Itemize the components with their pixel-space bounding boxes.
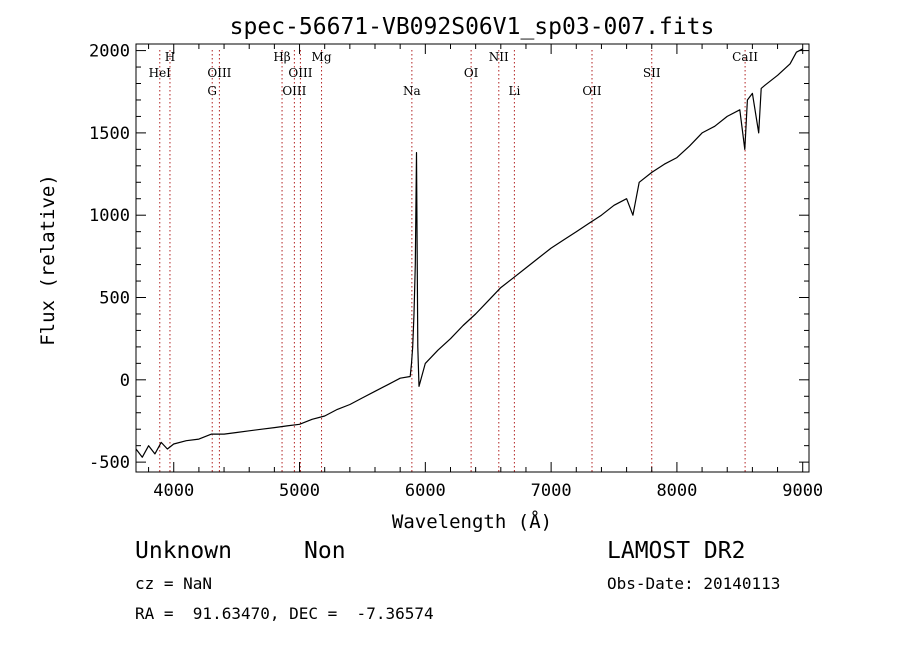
line-label-5: OIII xyxy=(288,66,312,80)
x-tick-label-0: 4000 xyxy=(153,481,194,501)
x-tick-label-1: 5000 xyxy=(279,481,320,501)
line-label-0: H xyxy=(165,50,175,64)
x-tick-label-5: 9000 xyxy=(782,481,823,501)
line-label-7: Mg xyxy=(312,50,332,64)
y-tick-label-5: 2000 xyxy=(89,42,130,62)
line-label-4: Hβ xyxy=(273,50,290,64)
y-tick-label-3: 1000 xyxy=(89,206,130,226)
x-tick-label-2: 6000 xyxy=(405,481,446,501)
line-label-2: OIII xyxy=(207,66,231,80)
y-tick-label-1: 0 xyxy=(120,371,130,391)
plot-frame xyxy=(135,43,810,473)
spectrum-chart: spec-56671-VB092S06V1_sp03-007.fits H HeI… xyxy=(37,14,823,533)
line-label-11: Li xyxy=(508,84,520,98)
y-tick-label-0: -500 xyxy=(89,453,130,473)
y-axis-label: Flux (relative) xyxy=(37,174,59,346)
y-tick-label-2: 500 xyxy=(99,289,130,309)
redshift-cz: cz = NaN xyxy=(135,574,213,593)
chart-title: spec-56671-VB092S06V1_sp03-007.fits xyxy=(230,14,715,40)
line-label-9: OI xyxy=(464,66,479,80)
ra-dec-coordinates: RA = 91.63470, DEC = -7.36574 xyxy=(135,604,434,623)
axis-ticks: 4000 5000 6000 7000 8000 9000 -500 0 500 1000 1500… xyxy=(89,42,823,501)
line-label-1: HeI xyxy=(149,66,172,80)
x-axis-label: Wavelength (Å) xyxy=(392,510,552,533)
line-label-10: NII xyxy=(489,50,509,64)
x-tick-label-3: 7000 xyxy=(531,481,572,501)
line-label-3: G xyxy=(207,84,217,98)
y-tick-label-4: 1500 xyxy=(89,124,130,144)
line-label-14: CaII xyxy=(732,50,758,64)
spectral-class: Unknown xyxy=(135,538,232,564)
line-label-6: OIII xyxy=(282,84,306,98)
line-label-13: SII xyxy=(643,66,661,80)
survey-name: LAMOST DR2 xyxy=(607,538,746,564)
line-label-8: Na xyxy=(403,84,421,98)
spectrum-line-0 xyxy=(135,48,803,458)
x-tick-label-4: 8000 xyxy=(656,481,697,501)
spectral-subclass: Non xyxy=(304,538,346,564)
spectrum-plot xyxy=(135,48,803,458)
observation-date: Obs-Date: 20140113 xyxy=(607,574,781,593)
line-label-12: OII xyxy=(582,84,602,98)
